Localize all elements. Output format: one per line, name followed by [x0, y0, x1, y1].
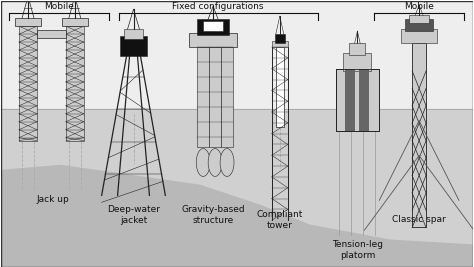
Bar [189, 33, 237, 47]
Bar [19, 26, 37, 141]
Bar [412, 43, 426, 227]
Bar [197, 47, 209, 147]
Bar [197, 19, 229, 35]
Text: Tension-leg
platorm: Tension-leg platorm [332, 240, 383, 260]
Bar [66, 26, 84, 141]
Bar [409, 15, 429, 23]
Bar [336, 69, 379, 131]
Bar [401, 29, 437, 43]
Bar [346, 69, 356, 131]
Bar [275, 34, 285, 43]
Bar [62, 18, 88, 26]
Ellipse shape [196, 148, 210, 176]
Bar [203, 21, 223, 31]
Text: Gravity-based
structure: Gravity-based structure [181, 205, 245, 225]
Text: Mobile: Mobile [404, 2, 434, 11]
Polygon shape [1, 109, 473, 267]
Bar [359, 69, 369, 131]
Text: Fixed configurations: Fixed configurations [173, 2, 264, 11]
Text: Classic spar: Classic spar [392, 215, 446, 224]
Bar [124, 29, 144, 39]
Bar [221, 47, 233, 147]
Bar [349, 43, 365, 55]
Text: Mobile: Mobile [44, 2, 74, 11]
Bar [15, 18, 41, 26]
Bar [344, 53, 371, 71]
Bar [276, 47, 284, 127]
Bar [272, 41, 288, 47]
Ellipse shape [220, 148, 234, 176]
Text: Deep-water
jacket: Deep-water jacket [107, 205, 160, 225]
Bar [119, 36, 147, 56]
Bar [405, 19, 433, 31]
Bar [209, 47, 221, 147]
Text: Compliant
tower: Compliant tower [256, 210, 303, 230]
Bar [336, 69, 379, 131]
Ellipse shape [208, 148, 222, 176]
Bar [37, 30, 66, 38]
Text: Jack up: Jack up [36, 195, 69, 204]
Polygon shape [1, 166, 473, 267]
